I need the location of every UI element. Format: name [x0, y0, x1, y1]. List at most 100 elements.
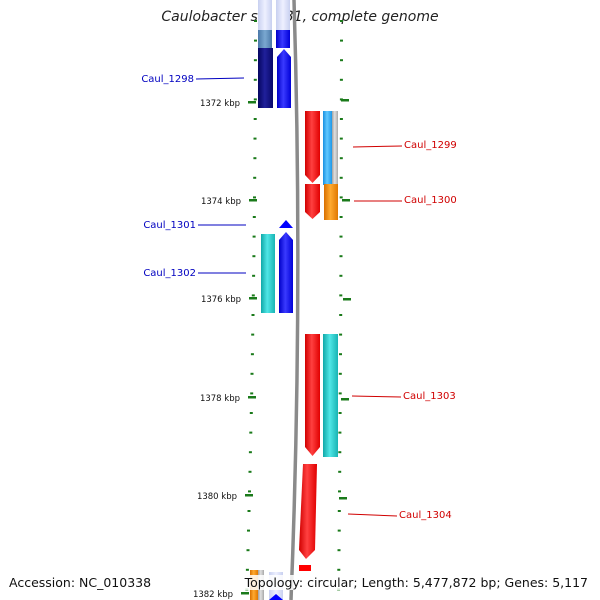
- guide-dot: [339, 333, 343, 336]
- accession-text: Accession: NC_010338: [9, 575, 152, 590]
- guide-dot: [245, 568, 249, 571]
- guide-dot: [339, 196, 343, 199]
- guide-dot: [253, 98, 257, 101]
- gene-feature[interactable]: [276, 0, 290, 30]
- guide-dot: [339, 176, 343, 179]
- kbp-tick: [248, 101, 256, 104]
- guide-dot: [339, 294, 343, 297]
- kbp-ruler: [241, 99, 351, 595]
- guide-dot: [339, 157, 343, 160]
- guide-dot: [251, 333, 255, 336]
- guide-dot: [253, 176, 257, 179]
- gene-label-caul-1300[interactable]: Caul_1300: [404, 195, 457, 206]
- guide-dot: [338, 431, 342, 434]
- guide-dot: [338, 451, 342, 454]
- guide-dot: [253, 118, 257, 120]
- guide-dot: [250, 353, 254, 356]
- gene-label-caul-1302[interactable]: Caul_1302: [143, 268, 196, 279]
- guide-dot: [248, 490, 251, 493]
- guide-dot: [254, 20, 257, 22]
- guide-dot: [246, 549, 250, 552]
- guide-dot: [253, 196, 256, 199]
- guide-dot: [338, 372, 342, 375]
- guide-dot: [338, 490, 341, 493]
- guide-dot: [340, 39, 343, 42]
- gene-feature[interactable]: [258, 0, 272, 30]
- kbp-tick: [249, 199, 257, 202]
- gene-feature[interactable]: [276, 30, 290, 48]
- gene-label-caul-1304[interactable]: Caul_1304: [399, 510, 452, 521]
- guide-dot: [254, 39, 257, 42]
- guide-dot: [251, 294, 255, 297]
- gene-feature[interactable]: [269, 594, 283, 600]
- track-guides: [245, 20, 343, 591]
- guide-dot: [339, 274, 343, 277]
- kbp-tick: [341, 99, 349, 102]
- gene-feature[interactable]: [323, 334, 338, 457]
- kbp-tick: [249, 297, 257, 300]
- gene-label-caul-1298[interactable]: Caul_1298: [141, 74, 194, 85]
- guide-dot: [253, 137, 257, 140]
- gene-feature-caul-1300[interactable]: [305, 184, 320, 219]
- guide-dot: [251, 314, 255, 316]
- kbp-tick: [343, 298, 351, 301]
- kbp-tick: [245, 494, 253, 497]
- guide-dot: [253, 59, 257, 62]
- gene-feature[interactable]: [279, 232, 293, 313]
- kbp-label: 1374 kbp: [201, 197, 241, 207]
- guide-dot: [250, 392, 254, 395]
- leader-line: [352, 145, 403, 148]
- kbp-label: 1378 kbp: [200, 394, 240, 404]
- kbp-label: 1376 kbp: [201, 295, 241, 305]
- guide-dot: [253, 78, 257, 81]
- guide-dot: [252, 235, 256, 238]
- guide-dot: [339, 78, 343, 81]
- guide-dot: [247, 529, 250, 532]
- gene-label-caul-1303[interactable]: Caul_1303: [403, 391, 456, 402]
- leader-line: [195, 77, 245, 80]
- guide-dot: [339, 216, 343, 218]
- gene-feature-caul-1302[interactable]: [261, 234, 275, 313]
- gene-feature-caul-1298[interactable]: [258, 48, 273, 108]
- guide-dot: [249, 412, 253, 414]
- kbp-tick: [341, 398, 349, 401]
- gene-label-caul-1301[interactable]: Caul_1301: [143, 220, 196, 231]
- guide-dot: [252, 274, 256, 277]
- guide-dot: [252, 255, 256, 258]
- guide-dot: [337, 529, 341, 532]
- gene-feature[interactable]: [323, 111, 332, 185]
- gene-feature-caul-1301[interactable]: [279, 220, 293, 228]
- leader-line: [347, 513, 398, 517]
- kbp-tick: [241, 592, 249, 595]
- guide-dot: [339, 314, 343, 316]
- gene-feature-caul-1299[interactable]: [305, 111, 320, 183]
- guide-dot: [338, 392, 342, 395]
- gene-feature-caul-1304[interactable]: [299, 464, 317, 559]
- gene-feature-caul-1303[interactable]: [305, 334, 320, 456]
- gene-feature[interactable]: [299, 565, 311, 571]
- kbp-tick: [339, 497, 347, 500]
- kbp-labels: 1372 kbp 1374 kbp 1376 kbp 1378 kbp 1380…: [193, 99, 241, 600]
- kbp-label: 1382 kbp: [193, 590, 233, 600]
- gene-label-caul-1299[interactable]: Caul_1299: [404, 140, 457, 151]
- guide-dot: [250, 372, 254, 375]
- guide-dot: [253, 157, 257, 160]
- kbp-label: 1372 kbp: [200, 99, 240, 109]
- guide-dot: [339, 118, 343, 120]
- guide-dot: [339, 137, 343, 140]
- leader-line: [351, 395, 402, 398]
- guide-dot: [338, 412, 342, 414]
- gene-feature[interactable]: [324, 184, 338, 220]
- gene-feature[interactable]: [277, 49, 291, 108]
- guide-dot: [337, 549, 341, 552]
- guide-dot: [339, 353, 342, 356]
- label-leaders: [195, 77, 403, 517]
- gene-feature[interactable]: [332, 111, 338, 185]
- guide-dot: [247, 510, 251, 512]
- kbp-tick: [342, 199, 350, 202]
- guide-dot: [338, 470, 342, 473]
- guide-dot: [248, 451, 252, 454]
- gene-feature[interactable]: [258, 30, 272, 48]
